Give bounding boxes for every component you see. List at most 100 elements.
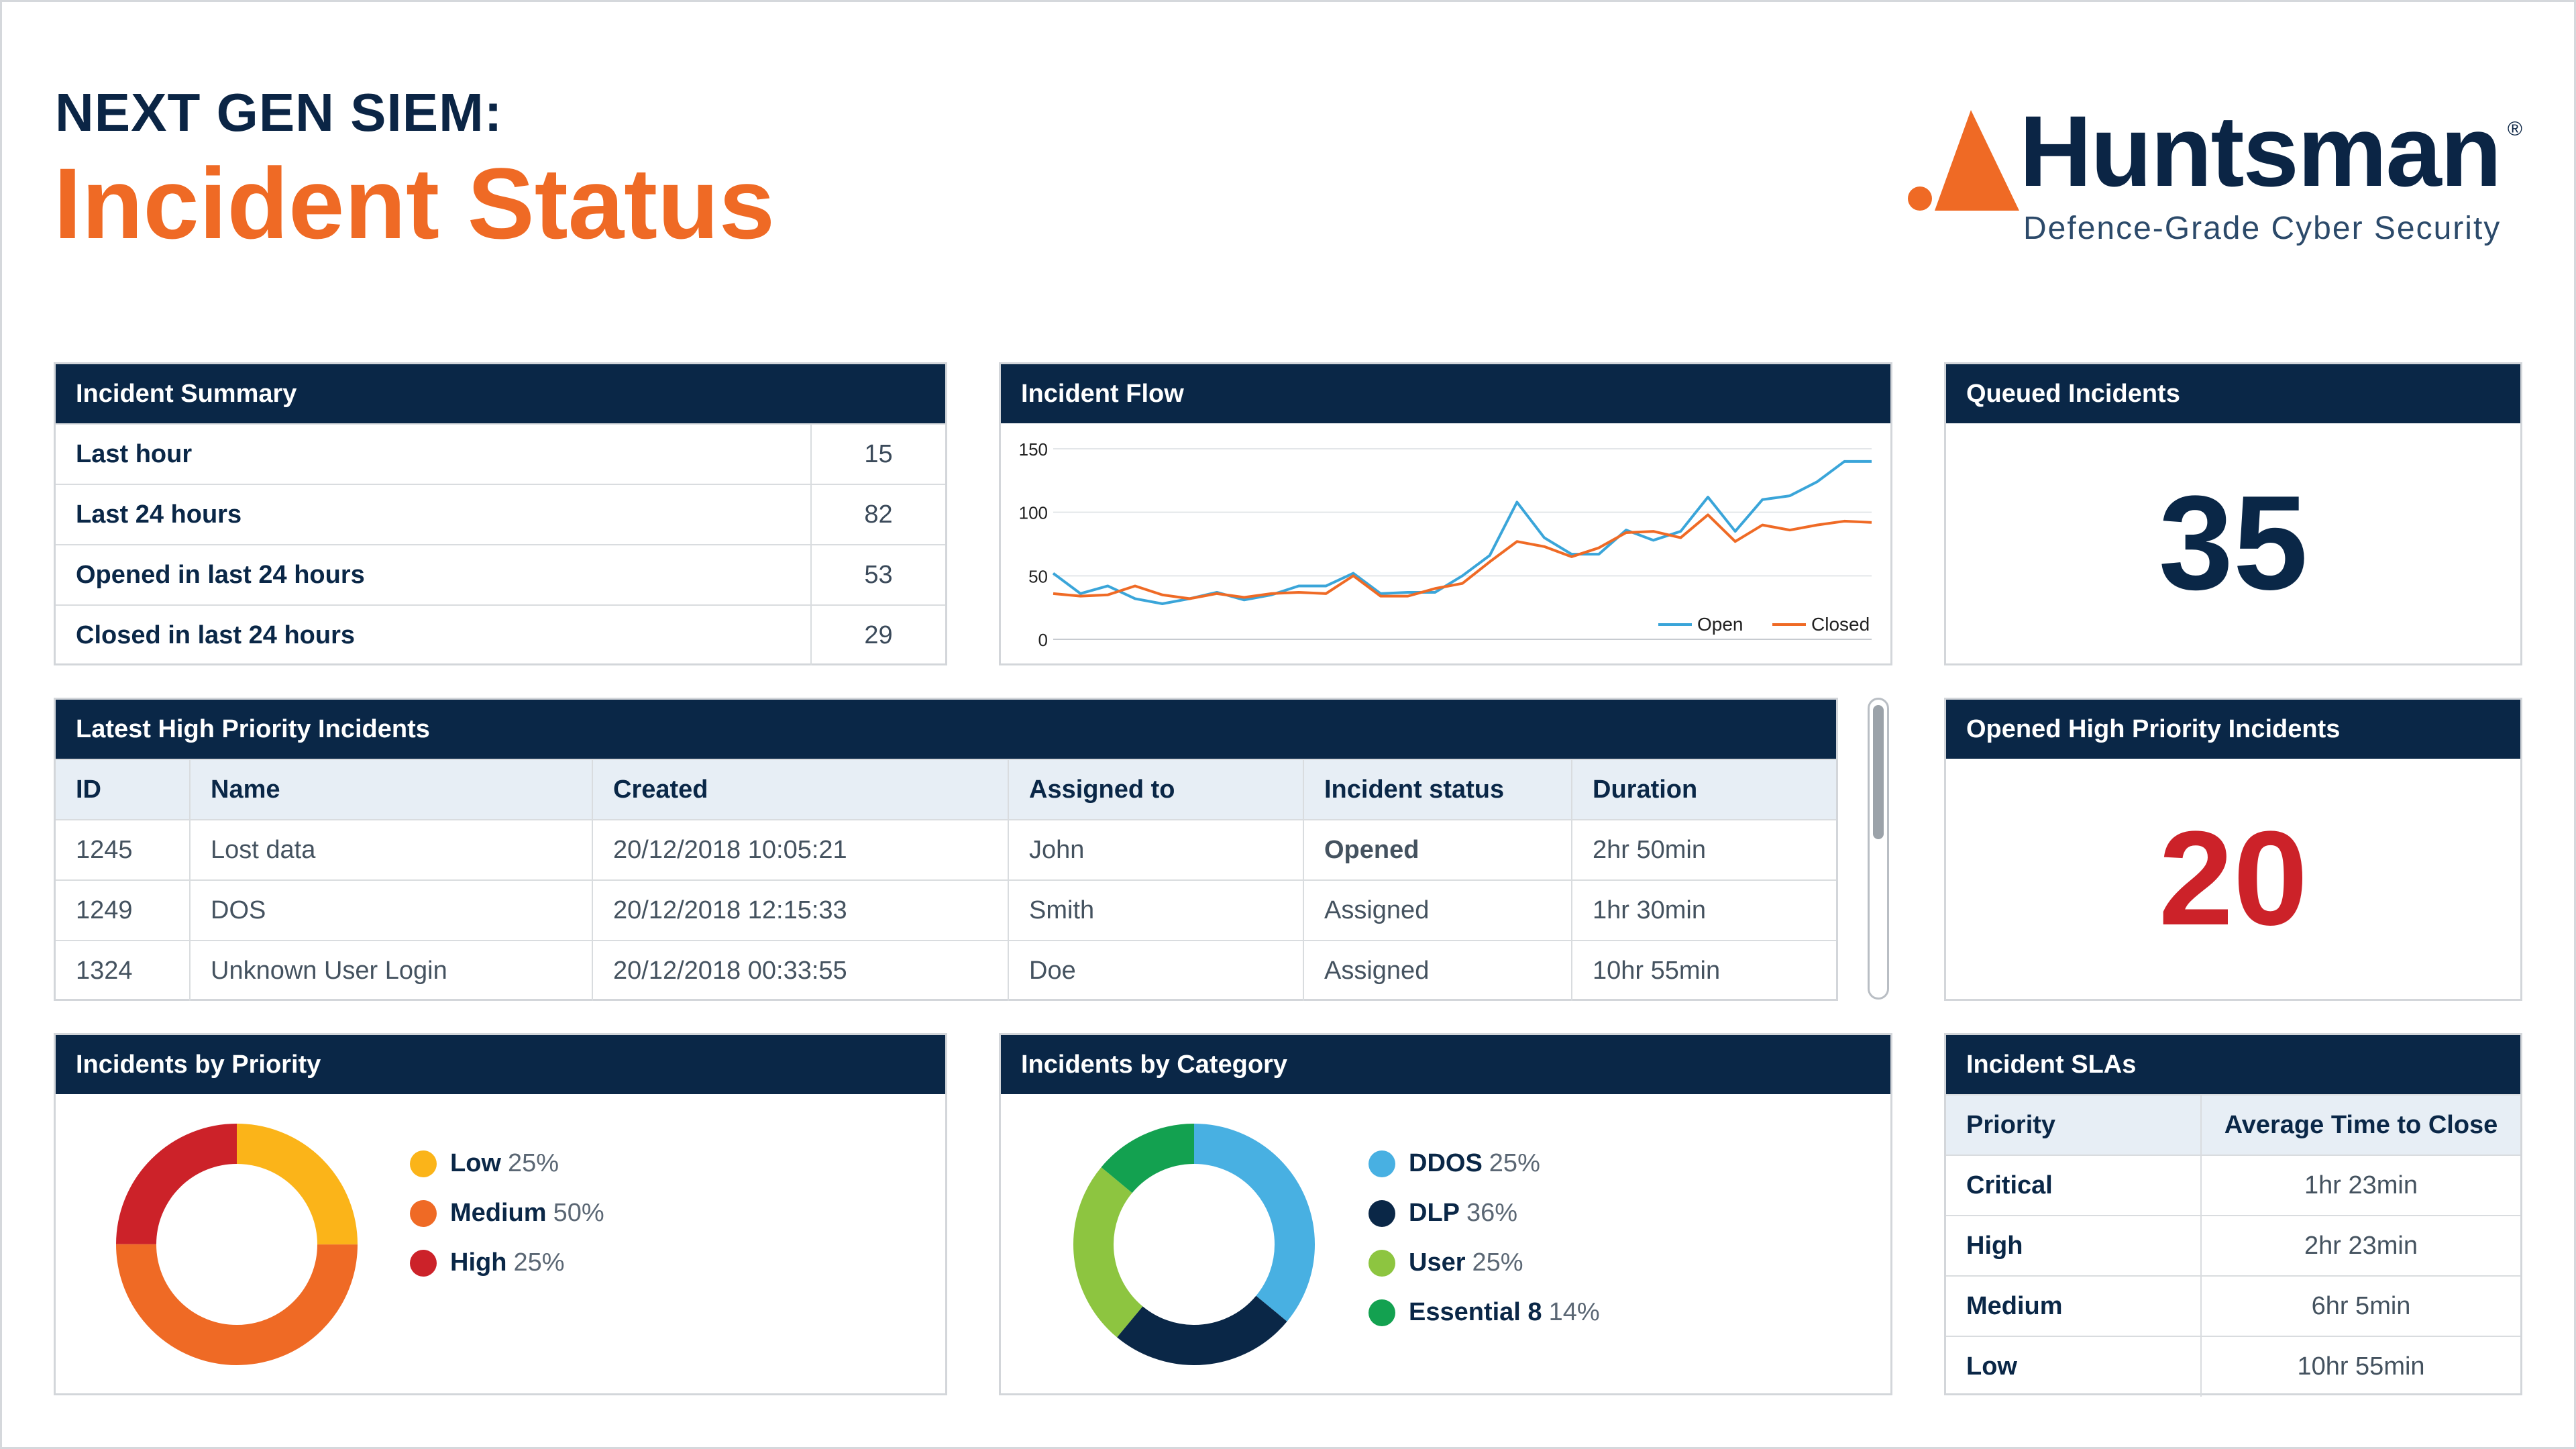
sla-row: High 2hr 23min (1946, 1215, 2520, 1276)
legend-dot-icon (410, 1199, 437, 1227)
sla-priority: Medium (1946, 1275, 2201, 1336)
cell-duration: 1hr 30min (1571, 879, 1836, 941)
donut-slice (1073, 1124, 1315, 1365)
series-line-closed (1053, 513, 1872, 600)
summary-row: Opened in last 24 hours 53 (56, 544, 945, 605)
donut-slice (1073, 1124, 1315, 1365)
incidents-by-priority-panel: Incidents by Priority Low 25% Medium 50% Hig… (54, 1033, 947, 1395)
cell-id: 1249 (56, 879, 190, 941)
column-header: Average Time to Close (2200, 1094, 2520, 1155)
cell-created: 20/12/2018 12:15:33 (592, 879, 1008, 941)
cell-created: 20/12/2018 10:05:21 (592, 819, 1008, 880)
table-row[interactable]: 1249 DOS 20/12/2018 12:15:33 Smith Assigned 1… (56, 879, 1836, 941)
donut-slice (116, 1124, 358, 1365)
incident-summary-panel: Incident Summary Last hour 15 Last 24 hour… (54, 362, 947, 665)
column-header[interactable]: Duration (1571, 759, 1836, 820)
summary-table: Last hour 15 Last 24 hours 82 Opened in last… (56, 423, 945, 665)
incidents-table: ID Name Created Assigned to Incident status D… (56, 759, 1836, 1001)
queued-count: 35 (2158, 468, 2308, 618)
sla-table: Priority Average Time to Close Critical 1h… (1946, 1094, 2520, 1397)
cell-id: 1324 (56, 940, 190, 1001)
legend-dot-icon (1368, 1150, 1395, 1177)
legend-item: DLP 36% (1368, 1199, 1517, 1228)
cell-status: Assigned (1303, 940, 1572, 1001)
scrollbar-thumb[interactable] (1873, 705, 1884, 839)
cell-name: Unknown User Login (189, 940, 592, 1001)
column-header: Priority (1946, 1094, 2201, 1155)
legend-percent: 36% (1466, 1199, 1518, 1227)
column-header[interactable]: Name (189, 759, 592, 820)
legend-percent: 25% (507, 1149, 559, 1177)
legend-name: Medium (450, 1199, 547, 1227)
cell-duration: 10hr 55min (1571, 940, 1836, 1001)
summary-row: Last 24 hours 82 (56, 484, 945, 545)
legend-percent: 14% (1548, 1298, 1600, 1326)
summary-value: 53 (810, 544, 945, 605)
summary-label: Closed in last 24 hours (56, 604, 811, 665)
table-row[interactable]: 1245 Lost data 20/12/2018 10:05:21 John Open… (56, 819, 1836, 880)
legend-item: Essential 8 14% (1368, 1298, 1600, 1327)
cell-duration: 2hr 50min (1571, 819, 1836, 880)
column-header[interactable]: Incident status (1303, 759, 1572, 820)
column-header[interactable]: ID (56, 759, 190, 820)
incidents-scrollbar[interactable] (1868, 698, 1889, 1000)
incident-slas-panel: Incident SLAs Priority Average Time to Cl… (1944, 1033, 2522, 1397)
brand-name: Huntsman (2019, 95, 2502, 207)
sla-row: Critical 1hr 23min (1946, 1155, 2520, 1216)
y-tick-label: 100 (1019, 503, 1048, 523)
panel-title: Incidents by Category (1001, 1035, 1890, 1094)
cell-status: Assigned (1303, 879, 1572, 941)
legend-percent: 25% (513, 1248, 565, 1277)
summary-label: Last hour (56, 423, 811, 484)
summary-value: 29 (810, 604, 945, 665)
legend-label: Open (1697, 614, 1743, 635)
legend-item: DDOS 25% (1368, 1149, 1540, 1178)
sla-priority: Critical (1946, 1155, 2201, 1216)
brand-logo: Huntsman ® Defence-Grade Cyber Security (1905, 101, 2522, 255)
legend-dot-icon (1368, 1249, 1395, 1277)
sla-time: 6hr 5min (2200, 1275, 2520, 1336)
table-row[interactable]: 1324 Unknown User Login 20/12/2018 00:33:5… (56, 940, 1836, 1001)
sla-time: 2hr 23min (2200, 1215, 2520, 1276)
column-header[interactable]: Created (592, 759, 1008, 820)
sla-time: 10hr 55min (2200, 1336, 2520, 1397)
summary-label: Last 24 hours (56, 484, 811, 545)
summary-row: Last hour 15 (56, 423, 945, 484)
panel-title: Incidents by Priority (56, 1035, 945, 1094)
legend-item: High 25% (410, 1248, 565, 1277)
legend-name: DLP (1409, 1199, 1460, 1227)
incident-flow-chart: 0 50 100 150 Open Closed (1019, 439, 1872, 650)
column-header[interactable]: Assigned to (1008, 759, 1303, 820)
page-title: Incident Status (54, 147, 775, 260)
page-eyebrow: NEXT GEN SIEM: (55, 83, 503, 142)
opened-high-priority-panel: Opened High Priority Incidents 20 (1944, 698, 2522, 1001)
legend-name: Low (450, 1149, 501, 1177)
legend-item: Medium 50% (410, 1199, 604, 1228)
sla-priority: High (1946, 1215, 2201, 1276)
high-priority-incidents-panel: Latest High Priority Incidents ID Name Cre… (54, 698, 1838, 1001)
y-tick-label: 50 (1028, 566, 1048, 586)
cell-name: Lost data (189, 819, 592, 880)
legend-name: DDOS (1409, 1149, 1483, 1177)
cell-id: 1245 (56, 819, 190, 880)
cell-assigned: Smith (1008, 879, 1303, 941)
priority-donut-chart (116, 1124, 358, 1365)
legend-percent: 25% (1472, 1248, 1523, 1277)
cell-created: 20/12/2018 00:33:55 (592, 940, 1008, 1001)
registered-mark: ® (2507, 118, 2522, 140)
cell-assigned: John (1008, 819, 1303, 880)
legend-dot-icon (410, 1150, 437, 1177)
cell-name: DOS (189, 879, 592, 941)
incident-flow-panel: Incident Flow 0 50 100 150 Open Closed (999, 362, 1892, 665)
summary-label: Opened in last 24 hours (56, 544, 811, 605)
panel-title: Queued Incidents (1946, 364, 2520, 423)
sla-time: 1hr 23min (2200, 1155, 2520, 1216)
legend-name: User (1409, 1248, 1466, 1277)
summary-value: 82 (810, 484, 945, 545)
y-tick-label: 0 (1038, 630, 1048, 650)
brand-tagline: Defence-Grade Cyber Security (2023, 211, 2502, 246)
incidents-by-category-panel: Incidents by Category DDOS 25% DLP 36% User 2… (999, 1033, 1892, 1395)
sla-priority: Low (1946, 1336, 2201, 1397)
category-donut-chart (1073, 1124, 1315, 1365)
